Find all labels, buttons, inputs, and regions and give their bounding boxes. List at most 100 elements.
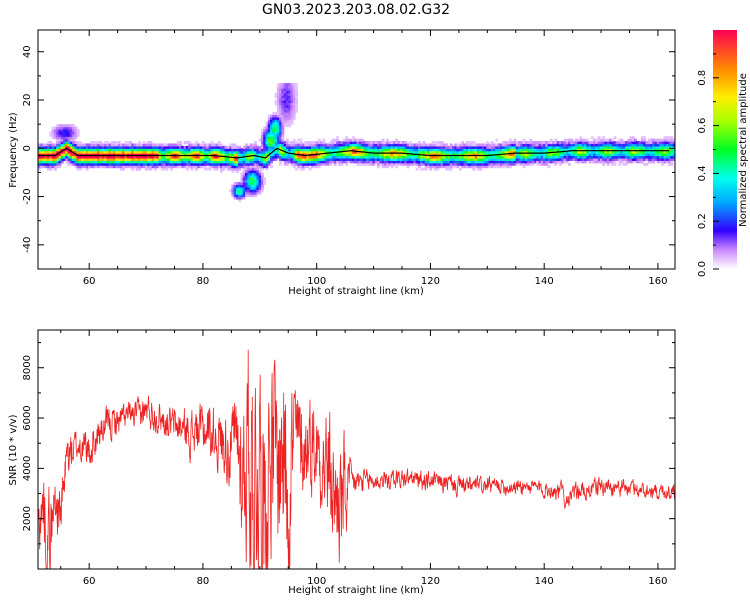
heatmap-cell xyxy=(656,157,660,161)
heatmap-cell xyxy=(63,143,66,147)
heatmap-cell xyxy=(313,160,317,164)
heatmap-cell xyxy=(376,162,380,166)
heatmap-cell xyxy=(49,167,53,171)
heatmap-cell xyxy=(422,157,426,161)
heatmap-cell xyxy=(144,160,148,164)
heatmap-cell xyxy=(417,143,421,147)
heatmap-cell xyxy=(231,167,235,171)
heatmap-cell xyxy=(545,162,549,166)
heatmap-cell xyxy=(329,141,333,145)
heatmap-cell xyxy=(38,145,41,149)
heatmap-cell xyxy=(113,145,116,149)
heatmap-cell xyxy=(558,160,562,164)
heatmap-cell xyxy=(222,150,226,154)
heatmap-cell xyxy=(99,141,103,145)
heatmap-cell xyxy=(40,155,44,159)
heatmap-cell xyxy=(538,160,542,164)
heatmap-cell xyxy=(156,153,160,157)
heatmap-cell xyxy=(613,162,617,166)
heatmap-cell xyxy=(117,153,121,157)
heatmap-cell xyxy=(513,155,517,159)
heatmap-cell xyxy=(172,143,176,147)
heatmap-cell xyxy=(613,141,617,145)
heatmap-cell xyxy=(256,155,260,159)
heatmap-cell xyxy=(265,124,269,128)
heatmap-cell xyxy=(110,145,114,149)
heatmap-cell xyxy=(433,157,437,161)
heatmap-cell xyxy=(447,167,451,171)
heatmap-cell xyxy=(140,160,144,164)
heatmap-cell xyxy=(656,145,660,149)
heatmap-cell xyxy=(279,107,283,111)
heatmap-cell xyxy=(279,104,283,108)
heatmap-cell xyxy=(151,157,155,161)
heatmap-cell xyxy=(508,145,512,149)
heatmap-cell xyxy=(574,160,578,164)
heatmap-cell xyxy=(210,145,214,149)
heatmap-cell xyxy=(151,148,155,152)
heatmap-cell xyxy=(247,194,251,198)
heatmap-cell xyxy=(74,131,78,135)
heatmap-cell xyxy=(288,104,292,108)
heatmap-cell xyxy=(520,145,524,149)
heatmap-cell xyxy=(465,165,469,169)
heatmap-cell xyxy=(192,165,196,169)
snr-ytick-label: 2000 xyxy=(22,506,33,531)
heatmap-cell xyxy=(367,155,371,159)
heatmap-cell xyxy=(415,148,419,152)
heatmap-cell xyxy=(629,160,633,164)
heatmap-cell xyxy=(508,148,512,152)
heatmap-cell xyxy=(593,150,596,154)
heatmap-cell xyxy=(474,143,478,147)
heatmap-cell xyxy=(602,162,606,166)
heatmap-cell xyxy=(238,148,242,152)
heatmap-cell xyxy=(326,157,330,161)
heatmap-cell xyxy=(493,160,496,164)
heatmap-cell xyxy=(634,150,637,154)
heatmap-cell xyxy=(231,194,235,198)
heatmap-cell xyxy=(190,143,194,147)
heatmap-cell xyxy=(56,155,60,159)
heatmap-cell xyxy=(129,155,132,159)
heatmap-cell xyxy=(142,157,146,161)
heatmap-cell xyxy=(140,150,144,154)
heatmap-cell xyxy=(270,157,273,161)
heatmap-cell xyxy=(113,155,116,159)
heatmap-cell xyxy=(197,160,201,164)
heatmap-cell xyxy=(231,153,235,157)
heatmap-cell xyxy=(190,148,194,152)
heatmap-cell xyxy=(654,155,658,159)
heatmap-cell xyxy=(222,148,226,152)
heatmap-cell xyxy=(106,150,110,154)
heatmap-cell xyxy=(340,145,344,149)
heatmap-cell xyxy=(431,143,435,147)
heatmap-cell xyxy=(208,167,212,171)
heatmap-cell xyxy=(552,148,556,152)
heatmap-cell xyxy=(210,150,214,154)
heatmap-cell xyxy=(72,131,75,135)
heatmap-cell xyxy=(461,153,465,157)
heatmap-cell xyxy=(456,162,460,166)
heatmap-cell xyxy=(602,136,606,140)
heatmap-cell xyxy=(429,165,433,169)
heatmap-cell xyxy=(379,157,383,161)
heatmap-cell xyxy=(126,155,130,159)
heatmap-cell xyxy=(488,162,492,166)
heatmap-cell xyxy=(606,145,610,149)
heatmap-cell xyxy=(504,153,508,157)
heatmap-cell xyxy=(577,157,581,161)
heatmap-cell xyxy=(254,170,258,174)
heatmap-cell xyxy=(527,153,531,157)
heatmap-cell xyxy=(370,160,374,164)
heatmap-cell xyxy=(320,162,323,166)
heatmap-cell xyxy=(76,162,80,166)
heatmap-cell xyxy=(295,107,298,111)
heatmap-cell xyxy=(379,153,383,157)
heatmap-cell xyxy=(442,165,446,169)
heatmap-cell xyxy=(595,143,599,147)
heatmap-cell xyxy=(56,160,60,164)
heatmap-cell xyxy=(547,155,551,159)
heatmap-cell xyxy=(238,165,242,169)
heatmap-cell xyxy=(433,167,437,171)
heatmap-cell xyxy=(558,141,562,145)
